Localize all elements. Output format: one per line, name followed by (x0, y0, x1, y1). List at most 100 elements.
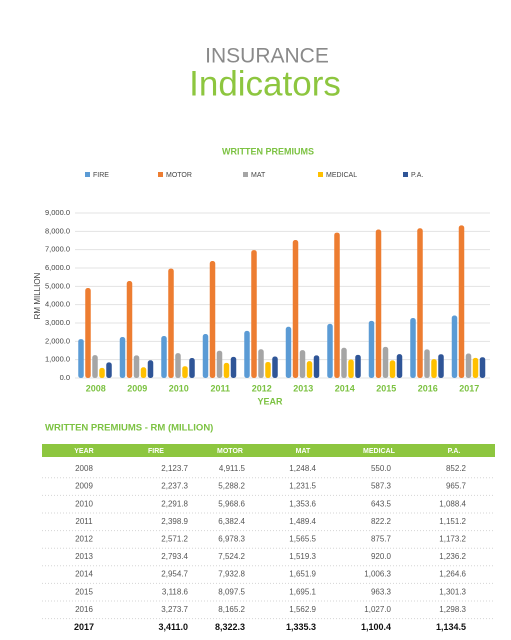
y-tick-label: 0.0 (60, 373, 70, 382)
table-cell: 1,651.9 (289, 570, 316, 579)
table-cell: 2,291.8 (161, 499, 188, 508)
bar (106, 362, 112, 378)
table-cell: 965.7 (446, 482, 467, 491)
bar (119, 336, 126, 378)
table-cell: 2016 (75, 605, 93, 614)
table-cell: 1,695.1 (289, 587, 316, 596)
x-tick-label: 2013 (293, 383, 313, 393)
table-cell: 5,288.2 (218, 482, 245, 491)
table-cell: 2,237.3 (161, 482, 188, 491)
bar (78, 339, 84, 378)
table-cell: 1,248.4 (289, 464, 316, 473)
x-tick-label: 2015 (376, 383, 396, 393)
table-cell: 4,911.5 (219, 464, 246, 473)
bar (209, 260, 216, 378)
bar (182, 366, 188, 378)
bar (306, 361, 313, 378)
bar (292, 240, 299, 378)
table-cell: 1,027.0 (364, 605, 391, 614)
x-tick-label: 2009 (127, 383, 147, 393)
table-cell: 1,231.5 (289, 482, 316, 491)
table-cell: 2014 (75, 570, 93, 579)
bar (147, 360, 154, 378)
bar (431, 359, 437, 378)
bar (133, 355, 140, 378)
table-cell: 8,165.2 (218, 605, 245, 614)
bar (375, 229, 382, 378)
bar (175, 353, 181, 378)
bar (223, 362, 230, 378)
bar (285, 326, 292, 378)
bar (161, 335, 167, 378)
table-cell: 2010 (75, 499, 93, 508)
x-tick-label: 2010 (169, 383, 189, 393)
x-tick-label: 2014 (335, 383, 355, 393)
bar (140, 367, 147, 378)
table-cell: 1,519.3 (289, 552, 316, 561)
table-header: MAT (296, 448, 311, 455)
bar (438, 354, 444, 378)
table-cell: 963.3 (371, 587, 392, 596)
bar (396, 354, 403, 378)
table-cell: 587.3 (371, 482, 392, 491)
table-cell: 2,123.7 (161, 464, 188, 473)
bar (341, 347, 347, 378)
table-cell: 2,793.4 (161, 552, 188, 561)
legend-swatch (85, 172, 90, 177)
bar (85, 287, 91, 378)
table-cell: 920.0 (371, 552, 392, 561)
bar (355, 354, 361, 378)
table-cell: 3,411.0 (158, 622, 188, 632)
table-header-bar (42, 444, 495, 457)
bar (472, 357, 479, 378)
bar (465, 353, 472, 378)
table-cell: 2009 (75, 482, 93, 491)
chart-title: WRITTEN PREMIUMS (222, 146, 314, 156)
table-title: WRITTEN PREMIUMS - RM (MILLION) (45, 423, 213, 434)
table-cell: 822.2 (371, 517, 392, 526)
y-tick-label: 1,000.0 (45, 355, 70, 364)
legend-label: FIRE (93, 172, 109, 179)
x-tick-label: 2012 (252, 383, 272, 393)
table-cell: 7,932.8 (218, 570, 245, 579)
bar (313, 355, 320, 378)
legend-swatch (158, 172, 163, 177)
table-cell: 1,173.2 (439, 535, 466, 544)
table-cell: 1,100.4 (361, 622, 391, 632)
bar (189, 358, 195, 378)
table-cell: 550.0 (371, 464, 392, 473)
legend-swatch (243, 172, 248, 177)
table-cell: 2,398.9 (161, 517, 188, 526)
table-cell: 2011 (75, 517, 93, 526)
table-cell: 2013 (75, 552, 93, 561)
table-header: FIRE (148, 448, 164, 455)
table-cell: 2,571.2 (161, 535, 188, 544)
bar (368, 320, 375, 378)
table-cell: 5,968.6 (218, 499, 245, 508)
table-cell: 1,489.4 (289, 517, 316, 526)
bar (389, 360, 396, 378)
x-tick-label: 2017 (459, 383, 479, 393)
bar (230, 356, 237, 378)
table-cell: 7,524.2 (218, 552, 245, 561)
bar (458, 225, 465, 378)
legend-label: P.A. (411, 172, 423, 179)
bar (424, 349, 430, 378)
table-cell: 875.7 (371, 535, 392, 544)
page-title: Indicators (189, 64, 341, 103)
x-tick-label: 2016 (418, 383, 438, 393)
y-tick-label: 5,000.0 (45, 281, 70, 290)
bar (410, 317, 416, 378)
table-cell: 1,298.3 (439, 605, 466, 614)
y-tick-label: 6,000.0 (45, 263, 70, 272)
x-axis-label: YEAR (257, 396, 283, 406)
table-cell: 1,264.6 (439, 570, 466, 579)
bar (272, 356, 278, 378)
y-tick-label: 4,000.0 (45, 300, 70, 309)
x-tick-label: 2008 (86, 383, 106, 393)
bar (126, 281, 133, 378)
legend-swatch (318, 172, 323, 177)
y-tick-label: 7,000.0 (45, 245, 70, 254)
table-cell: 1,088.4 (439, 499, 466, 508)
